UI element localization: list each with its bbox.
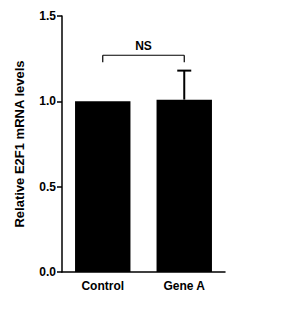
svg-text:Gene A: Gene A <box>163 279 205 293</box>
svg-text:1.5: 1.5 <box>39 9 56 23</box>
svg-text:0.5: 0.5 <box>39 180 56 194</box>
svg-text:0.0: 0.0 <box>39 265 56 279</box>
svg-text:Relative E2F1 mRNA levels: Relative E2F1 mRNA levels <box>12 60 27 227</box>
svg-text:1.0: 1.0 <box>39 94 56 108</box>
svg-text:Control: Control <box>81 279 124 293</box>
svg-text:NS: NS <box>135 39 152 53</box>
